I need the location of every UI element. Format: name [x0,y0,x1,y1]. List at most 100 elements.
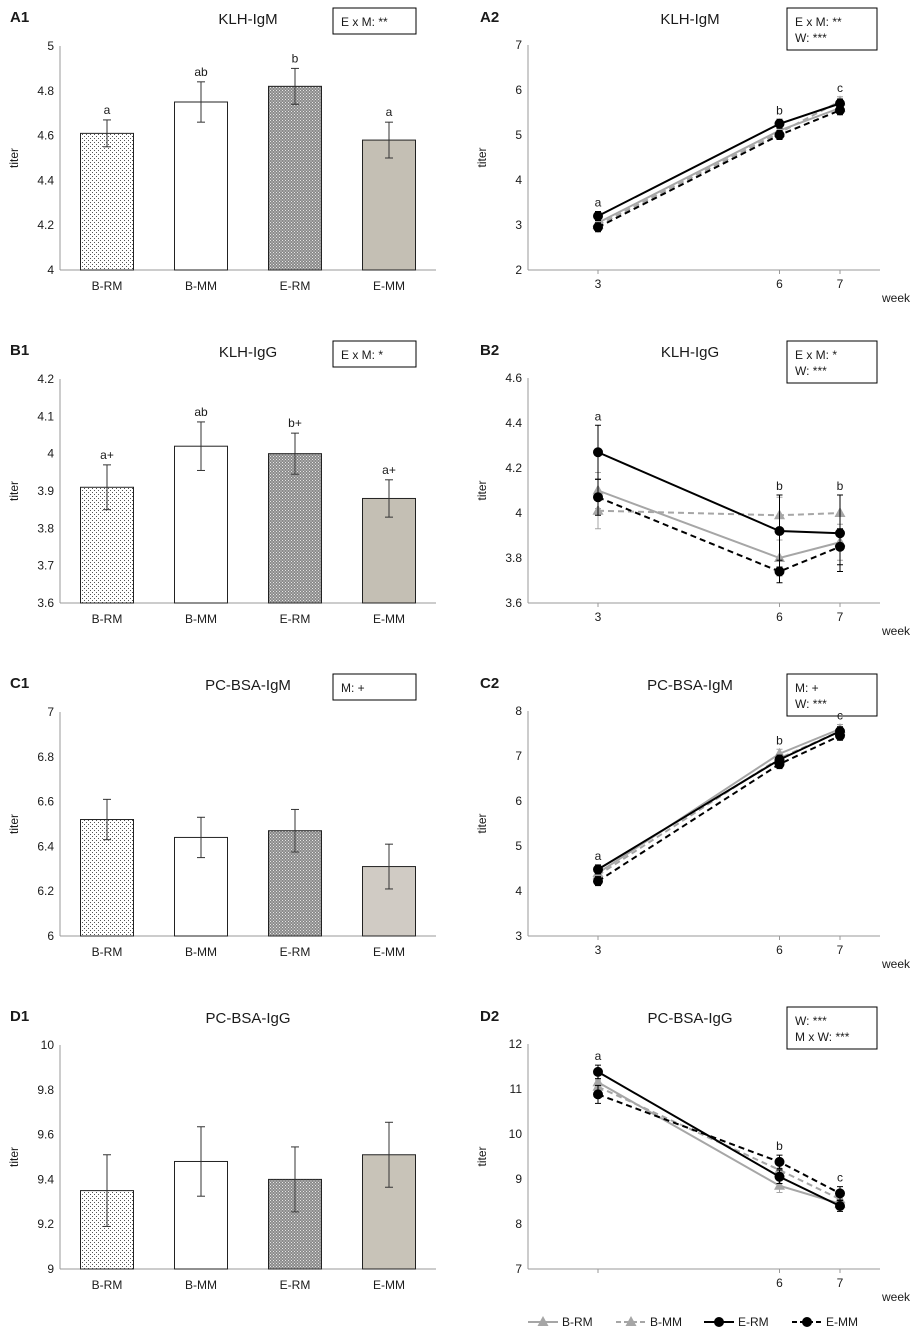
series-line-e-mm [597,496,841,573]
x-tick-label: E-RM [280,1278,311,1292]
panel-b2: B2 KLH-IgG E x M: * W: *** titer 3.6 3.8 4 4.2 4.… [475,340,911,638]
significance-letter: b [776,479,783,493]
significance-letter: b [292,51,299,65]
x-tick-label: 7 [837,610,844,624]
chart-title: KLH-IgG [219,344,277,361]
panel-b1: B1 KLH-IgG E x M: * titer 3.6 3.7 3.8 3.9 4 4.1 4.… [7,340,436,626]
data-point-e-rm [593,864,603,875]
series-line-b-mm [597,100,841,226]
stats-box [786,1006,878,1050]
y-tick-label: 9.6 [37,1128,54,1142]
significance-letter: b [776,733,783,747]
panel-label: D2 [480,1008,499,1025]
panel-label: A1 [10,9,29,26]
data-point-e-rm [774,118,785,129]
legend-marker-b-mm [625,1316,637,1326]
y-tick-label: 7 [47,705,54,719]
y-axis-label: titer [7,481,21,501]
x-tick-label: E-MM [373,1278,405,1292]
data-point-e-mm [593,1089,603,1100]
y-axis-label: titer [475,480,489,500]
data-point-e-mm [835,730,845,741]
stats-box [332,673,417,701]
y-tick-label: 4 [515,506,522,520]
y-tick-label: 6.6 [37,795,54,809]
legend: B-RM B-MM E-RM E-MM [528,1315,858,1329]
stats-text: E x M: ** [341,15,388,29]
y-tick-label: 6.2 [37,884,54,898]
x-tick-label: E-RM [280,279,311,293]
y-axis-label: titer [475,1146,489,1166]
x-tick-label: B-RM [92,945,123,959]
y-tick-label: 4 [515,884,522,898]
significance-letter: c [837,81,843,95]
significance-letter: a [104,103,111,117]
x-tick-label: B-MM [185,945,217,959]
stats-box [786,673,878,717]
bar-e-rm [268,453,322,604]
y-axis-label: titer [7,814,21,834]
y-tick-label: 4.2 [505,461,522,475]
significance-letter: a [595,1049,602,1063]
y-tick-label: 3 [515,218,522,232]
y-tick-label: 8 [515,1217,522,1231]
significance-letter: ab [194,65,208,79]
y-tick-label: 6 [515,794,522,808]
stats-text: W: *** [795,697,827,711]
y-tick-label: 3.7 [37,559,54,573]
y-tick-label: 6.4 [37,839,54,853]
y-tick-label: 4.2 [37,372,54,386]
x-tick-label: 3 [595,943,602,957]
significance-letter: a [386,105,393,119]
panel-d2: D2 PC-BSA-IgG W: *** M x W: *** titer 7 8 9 10 11… [475,1006,911,1304]
chart-title: PC-BSA-IgG [205,1010,290,1027]
stats-text: W: *** [795,364,827,378]
significance-letter: a+ [100,448,114,462]
y-tick-label: 4.6 [37,129,54,143]
panel-c1: C1 PC-BSA-IgM M: + titer 6 6.2 6.4 6.6 6.8 7 B-RM B… [7,673,436,959]
bar-b-mm [174,101,228,271]
significance-letter: c [837,709,843,723]
y-tick-label: 3.6 [505,596,522,610]
panel-label: B1 [10,342,29,359]
x-tick-label: 3 [595,277,602,291]
x-tick-label: B-MM [185,1278,217,1292]
x-tick-label: E-MM [373,279,405,293]
series-line-e-rm [597,1071,841,1207]
data-point-e-rm [835,1201,845,1211]
legend-marker-e-rm [714,1317,724,1327]
y-axis-label: titer [475,813,489,833]
chart-title: KLH-IgM [218,11,277,28]
bar-b-rm [80,132,134,271]
panels-group: A1 KLH-IgM E x M: ** titer 4 4.2 4.4 4.6 4.8 5 a B-… [7,7,911,1304]
y-tick-label: 7 [515,1262,522,1276]
y-tick-label: 4.4 [37,173,54,187]
y-tick-label: 4 [47,447,54,461]
stats-text: E x M: * [795,348,837,362]
series-line-b-mm [597,509,841,517]
x-tick-label: B-RM [92,279,123,293]
stats-box [786,340,878,384]
x-tick-label: 6 [776,610,783,624]
significance-letter: b [776,1139,783,1153]
significance-letter: a [595,849,602,863]
y-tick-label: 4 [47,263,54,277]
chart-title: PC-BSA-IgM [647,677,733,694]
stats-box [332,7,417,35]
stats-box [332,340,417,368]
significance-letter: b [837,479,844,493]
panel-label: D1 [10,1008,29,1025]
stats-box [786,7,878,51]
x-tick-label: B-MM [185,279,217,293]
legend-marker-e-mm [802,1317,812,1327]
y-tick-label: 3.9 [37,484,54,498]
y-tick-label: 5 [515,128,522,142]
chart-title: KLH-IgM [660,11,719,28]
data-point-e-mm [774,130,785,140]
bar-e-mm [362,139,416,271]
series-line-e-mm [597,734,841,882]
x-tick-label: E-RM [280,612,311,626]
y-tick-label: 3.8 [37,521,54,535]
legend-label-b-rm: B-RM [562,1315,593,1329]
y-tick-label: 6.8 [37,750,54,764]
